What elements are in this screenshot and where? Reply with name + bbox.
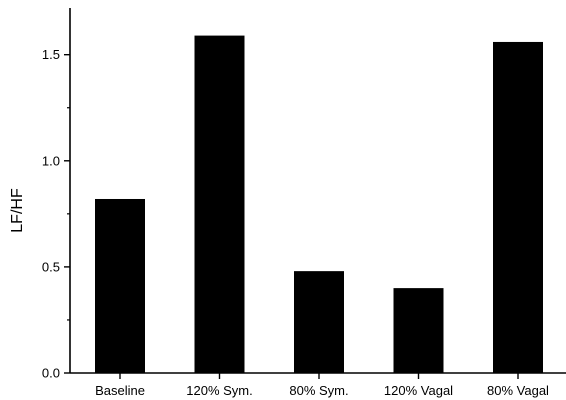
x-tick-label: 120% Vagal [384, 383, 453, 398]
y-axis-title: LF/HF [9, 188, 26, 233]
bar [194, 35, 245, 373]
bar [393, 288, 444, 373]
y-tick-label: 1.0 [42, 153, 60, 168]
x-tick-label: 80% Sym. [289, 383, 348, 398]
y-tick-label: 0.0 [42, 366, 60, 381]
bar [294, 271, 344, 373]
x-axis-ticks: Baseline 120% Sym. 80% Sym. 120% Vagal 80% V… [95, 373, 549, 398]
x-tick-label: Baseline [95, 383, 145, 398]
y-tick-label: 1.5 [42, 47, 60, 62]
y-tick-label: 0.5 [42, 259, 60, 274]
x-tick-label: 120% Sym. [186, 383, 252, 398]
bar-series [95, 35, 543, 373]
bar [95, 198, 145, 373]
bar [493, 41, 543, 373]
y-axis-ticks: 0.0 0.5 1.0 1.5 [42, 47, 70, 381]
x-tick-label: 80% Vagal [487, 383, 549, 398]
